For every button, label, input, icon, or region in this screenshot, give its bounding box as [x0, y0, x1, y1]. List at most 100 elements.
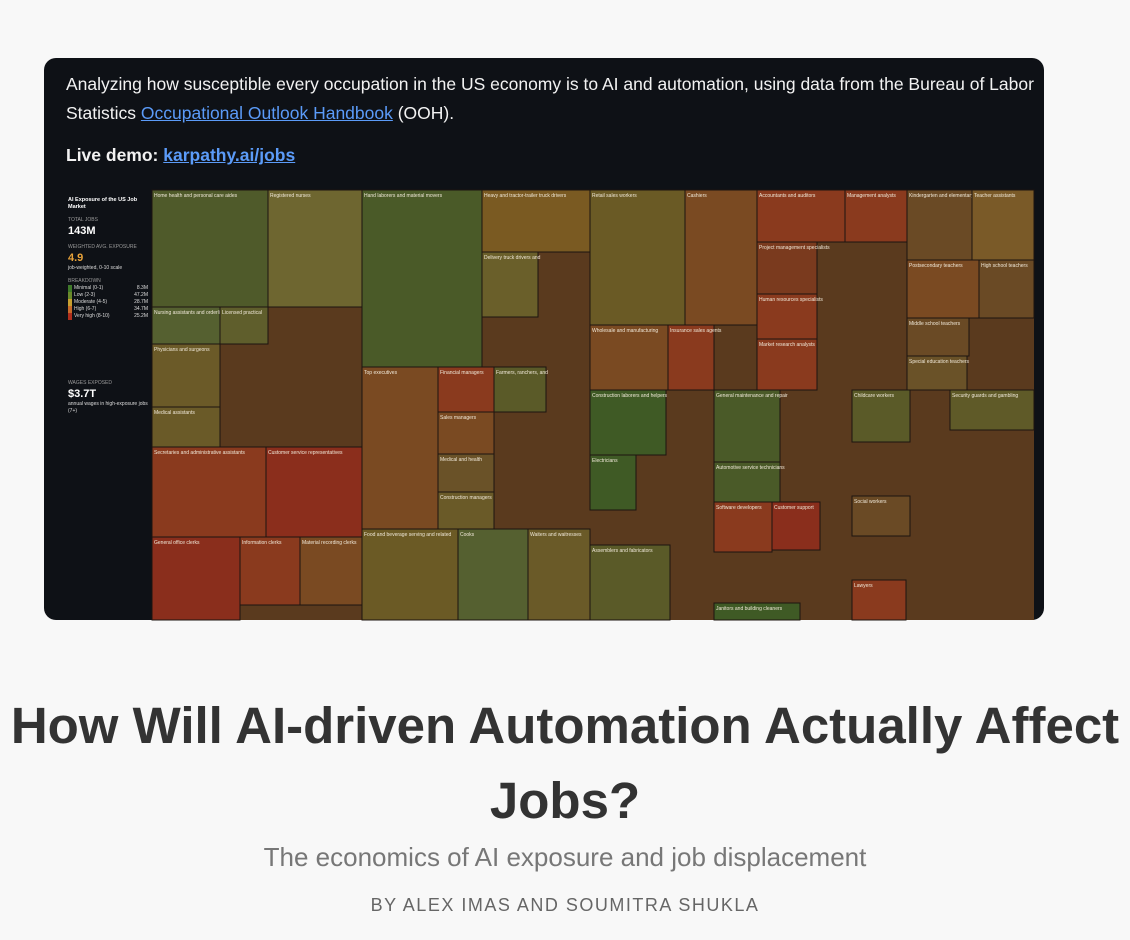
tile-label: Project management specialists [759, 245, 830, 251]
tile-label: Teacher assistants [974, 193, 1016, 199]
tile-label: Special education teachers [909, 359, 970, 365]
tile-label: Construction managers [440, 495, 492, 501]
tile [906, 259, 980, 319]
tile-label: Customer support [774, 505, 814, 511]
tile-label: Financial managers [440, 370, 484, 376]
tile [151, 446, 267, 538]
sidebar-title: AI Exposure of the US Job Market [68, 197, 138, 210]
tile [265, 446, 363, 538]
tile [713, 461, 781, 503]
tile-label: Janitors and building cleaners [716, 606, 783, 612]
tile [906, 189, 973, 261]
tile-label: Customer service representatives [268, 450, 343, 456]
demo-line: Live demo: karpathy.ai/jobs [66, 145, 295, 166]
demo-label: Live demo: [66, 145, 159, 165]
byline: BY ALEX IMAS AND SOUMITRA SHUKLA [370, 895, 760, 915]
breakdown-label: Very high (8-10) [68, 313, 110, 320]
tile [481, 251, 539, 318]
tile-label: Accountants and auditors [759, 193, 816, 199]
tile [437, 491, 495, 530]
tile-label: Licensed practical [222, 310, 262, 316]
tile-label: Insurance sales agents [670, 328, 722, 334]
tile-label: Social workers [854, 499, 887, 505]
breakdown-row: Minimal (0-1) 8.3M [68, 285, 148, 292]
tile-label: Cashiers [687, 193, 707, 199]
tile-label: Farmers, ranchers, and [496, 370, 548, 376]
tile-label: Food and beverage serving and related [364, 532, 452, 538]
tile [589, 389, 667, 456]
stat-label: TOTAL JOBS [68, 217, 98, 223]
tile-label: Kindergarten and elementary [909, 193, 974, 199]
tile [437, 366, 495, 413]
tile [481, 189, 591, 253]
tile [437, 411, 495, 455]
tile-label: Management analysts [847, 193, 896, 199]
tile [437, 453, 495, 493]
breakdown-label: High (6-7) [68, 306, 96, 313]
tile-label: Medical and health [440, 457, 482, 463]
tile [151, 306, 221, 345]
tile-label: Nursing assistants and orderlies [154, 310, 226, 316]
tile-label: General maintenance and repair [716, 393, 788, 399]
tile-label: Material recording clerks [302, 540, 357, 546]
tile-label: Cooks [460, 532, 475, 538]
tile-label: Middle school teachers [909, 321, 961, 327]
tile-label: Waiters and waitresses [530, 532, 582, 538]
tile [457, 528, 529, 621]
tile [971, 189, 1035, 261]
tile [851, 389, 911, 443]
breakdown-value: 34.7M [134, 306, 148, 312]
ooh-link[interactable]: Occupational Outlook Handbook [140, 103, 393, 123]
tile-label: Retail sales workers [592, 193, 637, 199]
breakdown-value: 47.2M [134, 292, 148, 298]
breakdown-value: 8.3M [136, 285, 148, 291]
tile [949, 389, 1035, 431]
tile-label: General office clerks [154, 540, 200, 546]
tile-label: Assemblers and fabricators [592, 548, 653, 554]
intro-text: Analyzing how susceptible every occupati… [66, 70, 1036, 128]
tile [771, 501, 821, 551]
breakdown-row: Very high (8-10) 25.2M [68, 313, 148, 320]
tile [219, 306, 269, 345]
tile [713, 389, 781, 463]
intro-text-part: (OOH). [392, 103, 455, 123]
breakdown-row: Low (2-3) 47.2M [68, 292, 148, 299]
article-subtitle: The economics of AI exposure and job dis… [263, 842, 867, 872]
tile-label: Delivery truck drivers and [484, 255, 541, 261]
tile [756, 241, 818, 295]
tile-label: Home health and personal care aides [154, 193, 238, 199]
treemap: Home health and personal care aides Regis… [151, 189, 1035, 621]
tile [684, 189, 758, 326]
stat-value: 4.9 [68, 252, 84, 264]
tile-label: Construction laborers and helpers [592, 393, 668, 399]
tile-label: Top executives [364, 370, 398, 376]
intro-text-part: Analyzing how susceptible every occupati… [66, 74, 1034, 123]
tile [851, 579, 907, 621]
tile [361, 528, 459, 621]
tile [527, 528, 591, 621]
tile [589, 544, 671, 621]
tile [361, 189, 483, 368]
tile-label: Physicians and surgeons [154, 347, 210, 353]
tile-label: Registered nurses [270, 193, 311, 199]
breakdown-row: Moderate (4-5) 28.7M [68, 299, 148, 306]
tile-label: High school teachers [981, 263, 1028, 269]
breakdown-label: Minimal (0-1) [68, 285, 103, 292]
demo-link[interactable]: karpathy.ai/jobs [163, 145, 296, 165]
breakdown-value: 25.2M [134, 313, 148, 319]
tile-label: Security guards and gambling [952, 393, 1018, 399]
tile [713, 602, 801, 621]
tile [493, 366, 547, 413]
tile [151, 343, 221, 408]
tile-label: Sales managers [440, 415, 477, 421]
tile [151, 189, 269, 308]
tile [756, 293, 818, 340]
tile-label: Heavy and tractor-trailer truck drivers [484, 193, 567, 199]
tile [589, 454, 637, 511]
tile [978, 259, 1035, 319]
tile [906, 355, 968, 391]
stat-label: BREAKDOWN [68, 278, 101, 284]
tile [239, 536, 301, 606]
tile-label: Lawyers [854, 583, 873, 589]
tile-label: Secretaries and administrative assistant… [154, 450, 245, 456]
